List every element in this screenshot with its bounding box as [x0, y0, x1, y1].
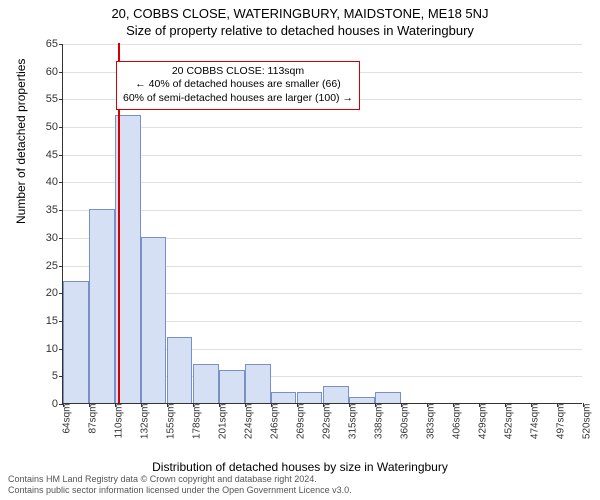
- y-tick-label: 45: [28, 149, 58, 161]
- histogram-chart: 0510152025303540455055606564sqm87sqm110s…: [62, 44, 582, 404]
- y-tick-mark: [59, 44, 63, 45]
- y-tick-mark: [59, 72, 63, 73]
- callout-larger: 60% of semi-detached houses are larger (…: [123, 92, 353, 106]
- footer-line-2: Contains public sector information licen…: [8, 485, 352, 496]
- property-callout: 20 COBBS CLOSE: 113sqm ← 40% of detached…: [116, 61, 360, 110]
- y-tick-mark: [59, 99, 63, 100]
- histogram-bar: [271, 392, 297, 403]
- x-tick-label: 520sqm: [582, 404, 593, 440]
- y-tick-mark: [59, 266, 63, 267]
- y-tick-mark: [59, 127, 63, 128]
- histogram-bar: [297, 392, 323, 403]
- x-tick-label: 178sqm: [192, 404, 203, 440]
- x-tick-label: 132sqm: [139, 404, 150, 440]
- gridline: [63, 44, 582, 45]
- attribution-footer: Contains HM Land Registry data © Crown c…: [8, 474, 352, 496]
- y-tick-mark: [59, 210, 63, 211]
- histogram-bar: [193, 364, 219, 403]
- x-tick-label: 269sqm: [295, 404, 306, 440]
- y-tick-label: 15: [28, 315, 58, 327]
- histogram-bar: [245, 364, 271, 403]
- histogram-bar: [141, 237, 167, 403]
- x-tick-label: 474sqm: [529, 404, 540, 440]
- callout-size: 20 COBBS CLOSE: 113sqm: [123, 65, 353, 79]
- x-tick-label: 224sqm: [244, 404, 255, 440]
- y-tick-label: 60: [28, 66, 58, 78]
- y-tick-label: 10: [28, 343, 58, 355]
- footer-line-1: Contains HM Land Registry data © Crown c…: [8, 474, 352, 485]
- x-tick-label: 246sqm: [269, 404, 280, 440]
- x-tick-label: 87sqm: [88, 404, 99, 434]
- y-tick-label: 30: [28, 232, 58, 244]
- y-tick-label: 5: [28, 370, 58, 382]
- y-tick-mark: [59, 238, 63, 239]
- x-tick-label: 64sqm: [62, 404, 73, 434]
- y-tick-label: 35: [28, 204, 58, 216]
- y-tick-label: 25: [28, 260, 58, 272]
- histogram-bar: [89, 209, 115, 403]
- y-axis-label: Number of detached properties: [14, 59, 28, 224]
- y-tick-label: 40: [28, 176, 58, 188]
- x-tick-label: 201sqm: [218, 404, 229, 440]
- y-tick-mark: [59, 155, 63, 156]
- page-title-desc: Size of property relative to detached ho…: [0, 21, 600, 42]
- x-tick-label: 497sqm: [555, 404, 566, 440]
- y-tick-label: 0: [28, 398, 58, 410]
- x-tick-label: 452sqm: [504, 404, 515, 440]
- y-tick-label: 65: [28, 38, 58, 50]
- x-tick-label: 315sqm: [348, 404, 359, 440]
- x-tick-label: 110sqm: [114, 404, 125, 439]
- y-tick-label: 20: [28, 287, 58, 299]
- histogram-bar: [349, 397, 375, 403]
- histogram-bar: [219, 370, 245, 403]
- page-title-address: 20, COBBS CLOSE, WATERINGBURY, MAIDSTONE…: [0, 0, 600, 21]
- x-tick-label: 155sqm: [165, 404, 176, 440]
- histogram-bar: [63, 281, 89, 403]
- x-tick-label: 406sqm: [452, 404, 463, 440]
- histogram-bar: [323, 386, 349, 403]
- x-tick-label: 360sqm: [399, 404, 410, 440]
- x-tick-label: 429sqm: [478, 404, 489, 440]
- x-axis-label: Distribution of detached houses by size …: [0, 460, 600, 474]
- x-tick-label: 292sqm: [322, 404, 333, 440]
- x-tick-label: 338sqm: [374, 404, 385, 440]
- x-tick-label: 383sqm: [425, 404, 436, 440]
- y-tick-label: 55: [28, 93, 58, 105]
- histogram-bar: [375, 392, 401, 403]
- y-tick-mark: [59, 182, 63, 183]
- y-tick-label: 50: [28, 121, 58, 133]
- histogram-bar: [167, 337, 193, 403]
- callout-smaller: ← 40% of detached houses are smaller (66…: [123, 78, 353, 92]
